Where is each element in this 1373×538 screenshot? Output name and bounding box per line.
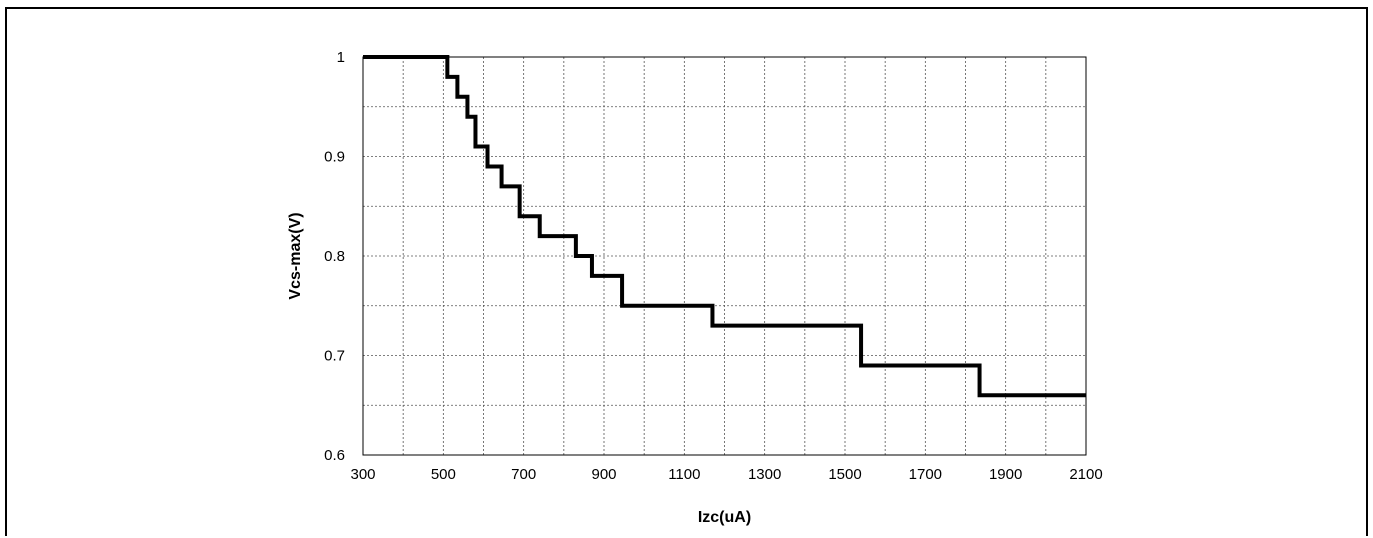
y-tick-label: 0.7 (324, 348, 345, 365)
y-tick-label: 0.6 (324, 447, 345, 464)
x-tick-label: 1100 (668, 466, 700, 483)
x-tick-label: 1300 (748, 466, 781, 483)
grid (363, 57, 1086, 455)
y-tick-label: 0.8 (324, 248, 345, 265)
x-tick-label: 1900 (989, 466, 1022, 483)
plot-area-border (362, 56, 1087, 456)
y-axis-label: Vcs-max(V) (287, 212, 304, 299)
figure-frame (5, 7, 1368, 536)
x-tick-labels: 300 500 700 900 1100 1300 1500 1700 1900 2100 (350, 466, 1102, 483)
x-axis-label: Izc(uA) (698, 509, 751, 526)
y-tick-label: 0.9 (324, 149, 345, 166)
x-tick-label: 2100 (1069, 466, 1102, 483)
y-tick-label: 1 (337, 49, 345, 66)
x-tick-label: 1700 (909, 466, 942, 483)
x-tick-label: 500 (431, 466, 456, 483)
x-tick-label: 300 (350, 466, 375, 483)
x-tick-label: 700 (511, 466, 536, 483)
x-tick-label: 1500 (828, 466, 861, 483)
series-step-line (363, 55, 1086, 398)
y-tick-labels: 0.6 0.7 0.8 0.9 1 (324, 49, 345, 464)
x-tick-label: 900 (591, 466, 616, 483)
